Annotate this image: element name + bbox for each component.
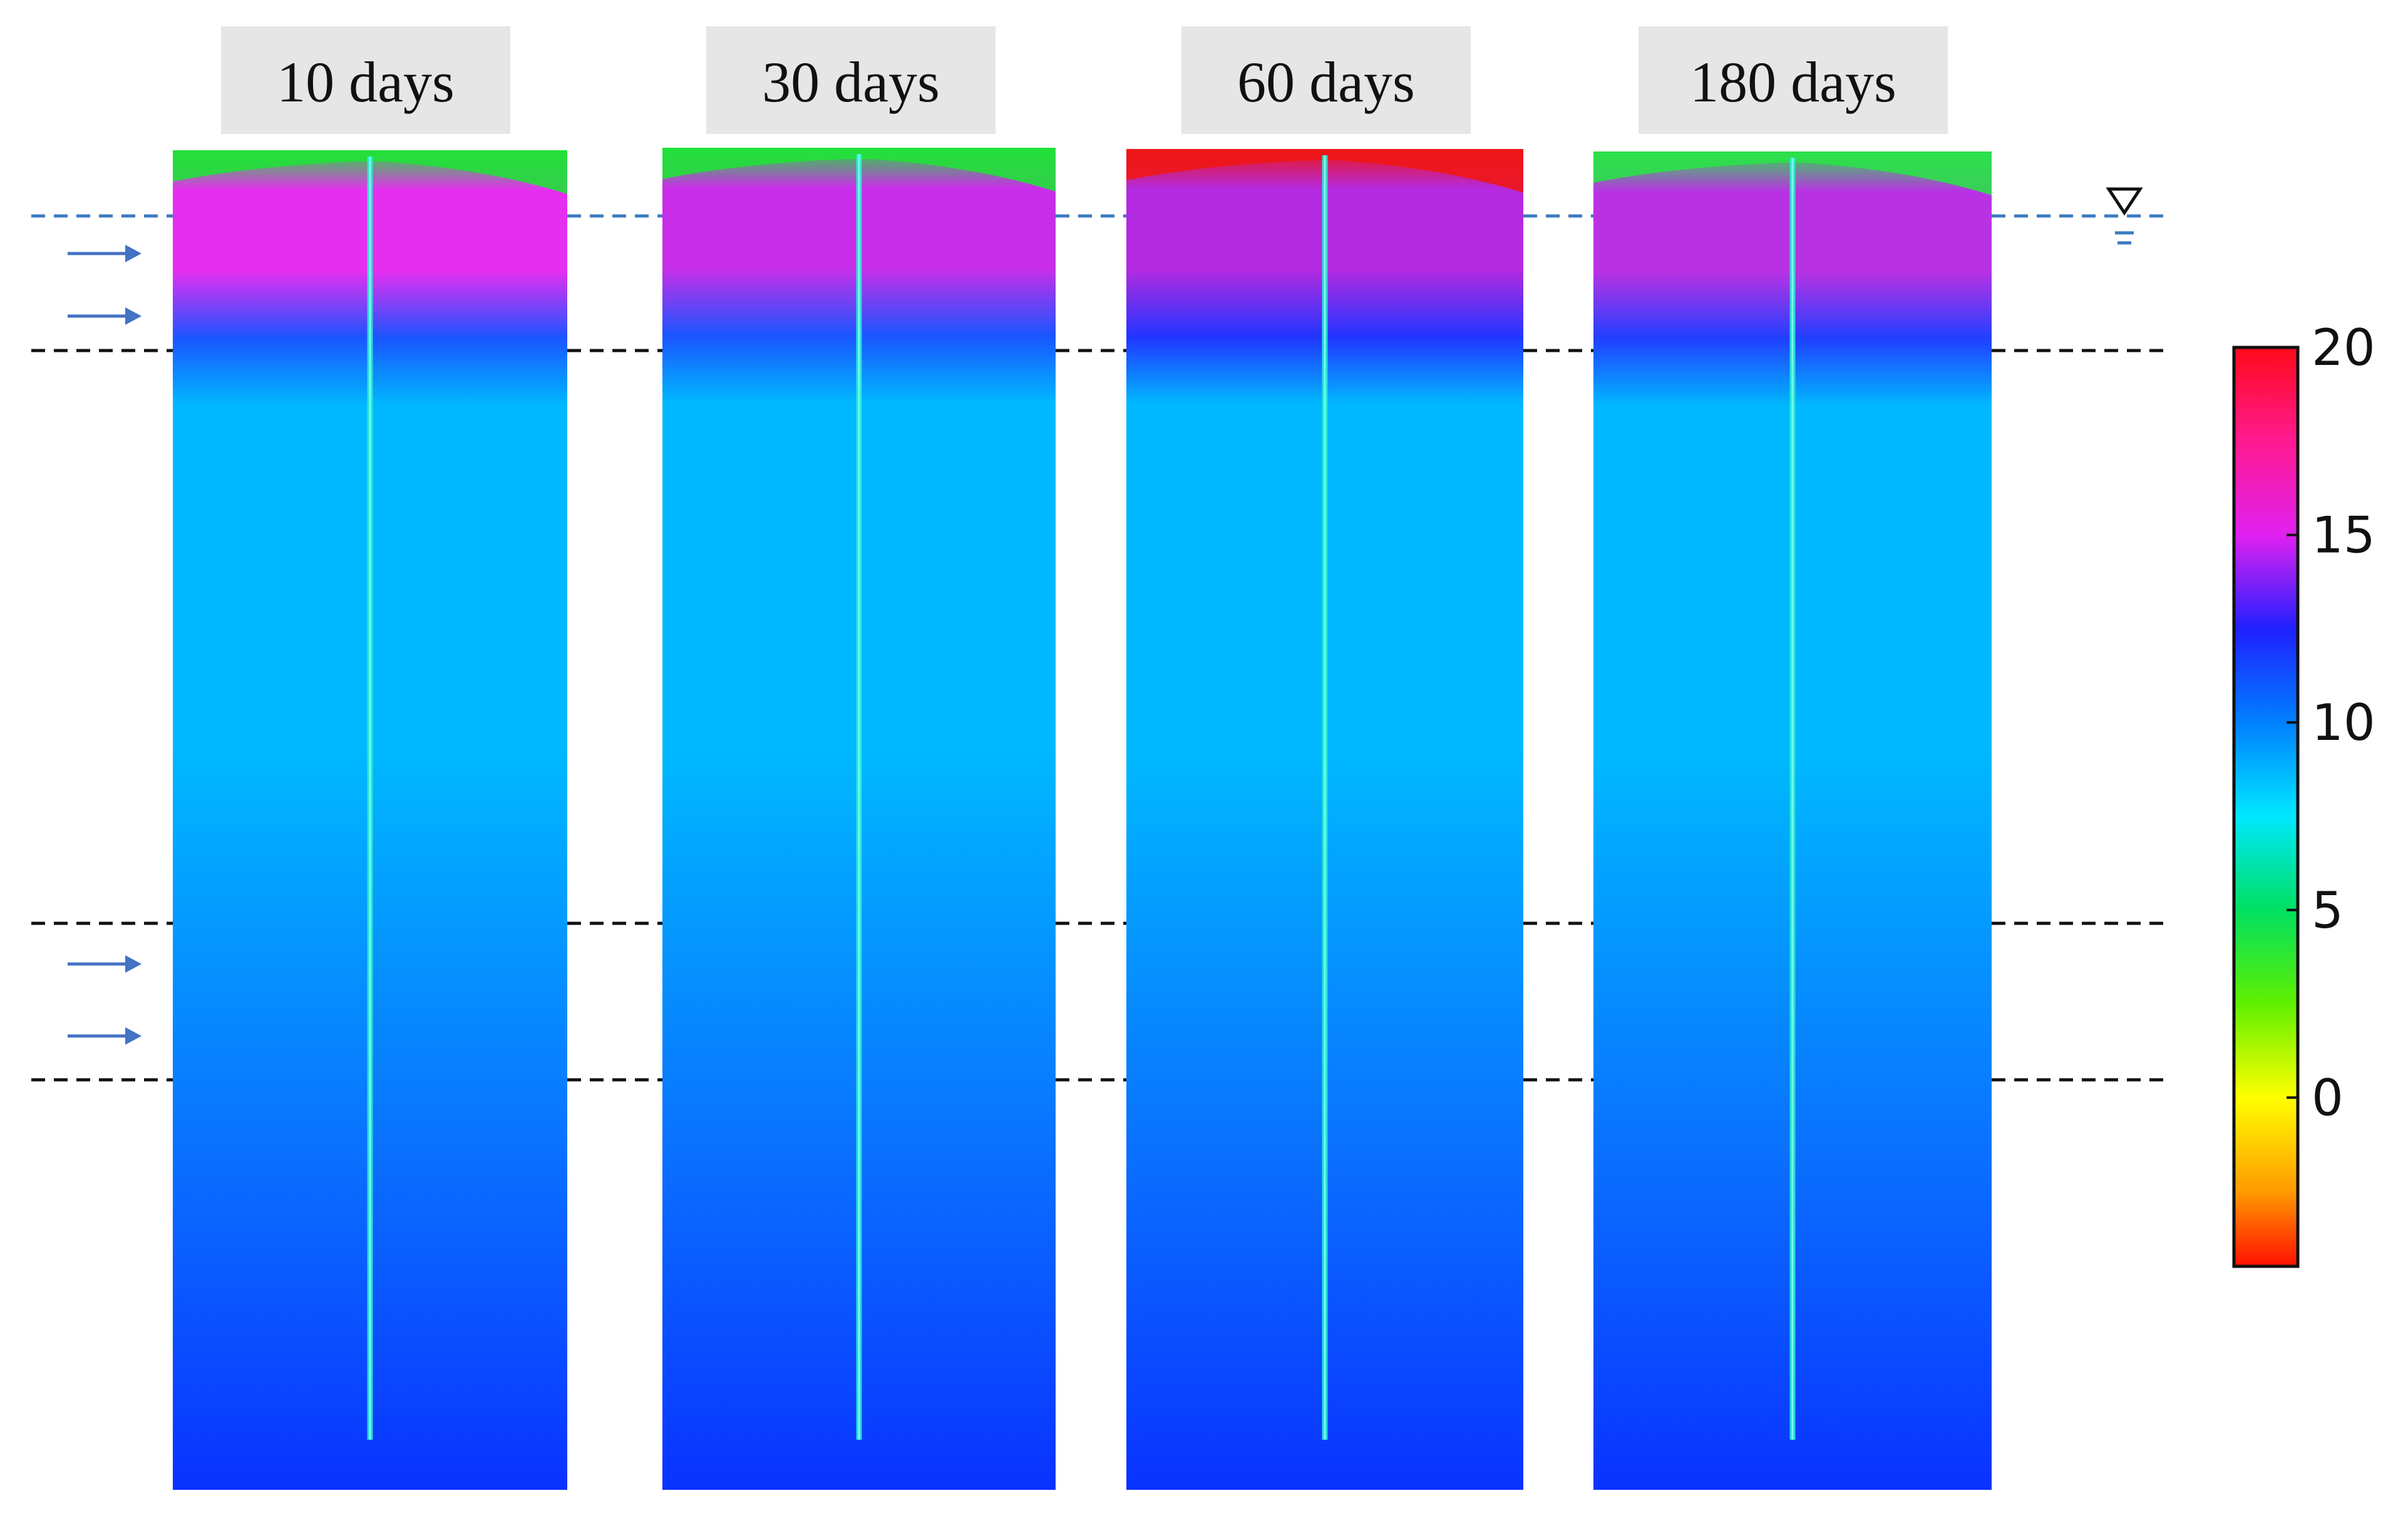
panel-2 [662, 148, 1056, 1490]
panel-label-text: 60 days [1237, 50, 1415, 114]
panel-3 [1126, 149, 1523, 1490]
colorbar: 20 15 10 5 0 [2232, 319, 2375, 1268]
arrow-right-icon [68, 307, 141, 325]
colorbar-tick-label: 10 [2312, 694, 2375, 752]
panel-label-3: 60 days [1181, 26, 1471, 134]
panel-label-text: 30 days [762, 50, 940, 114]
label-box [1639, 26, 1948, 134]
panel-4 [1593, 151, 1992, 1490]
water-table-triangle-icon [2106, 187, 2143, 245]
colorbar-gradient [2232, 346, 2300, 1268]
surface-band [1126, 149, 1523, 193]
surface-band [662, 148, 1056, 192]
panel-labels: 10 days 30 days 60 days 180 days [221, 26, 1948, 134]
inflow-arrows [68, 245, 141, 1045]
label-box [706, 26, 996, 134]
panel-label-text: 10 days [277, 50, 455, 114]
label-box [1181, 26, 1471, 134]
colorbar-tick-label: 5 [2312, 881, 2344, 940]
label-box [221, 26, 510, 134]
panel-label-1: 10 days [221, 26, 510, 134]
arrow-right-icon [68, 245, 141, 262]
colorbar-tick-label: 0 [2312, 1069, 2344, 1127]
panel-label-4: 180 days [1639, 26, 1948, 134]
colorbar-tick-label: 20 [2312, 319, 2375, 377]
panels [173, 148, 1992, 1490]
horizon-lines [31, 214, 2166, 1082]
panel-label-text: 180 days [1690, 50, 1896, 114]
colorbar-tick-label: 15 [2312, 506, 2375, 565]
surface-band [173, 150, 567, 194]
panel-label-2: 30 days [706, 26, 996, 134]
water-table-marker [2106, 187, 2143, 245]
arrow-right-icon [68, 955, 141, 973]
arrow-right-icon [68, 1027, 141, 1045]
panel-1 [173, 150, 567, 1490]
surface-band [1593, 151, 1992, 195]
